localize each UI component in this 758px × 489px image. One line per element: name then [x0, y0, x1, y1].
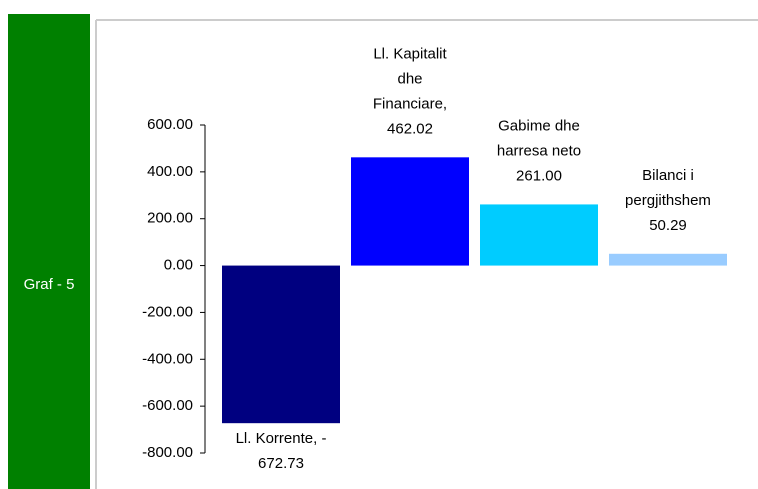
data-label: 261.00: [516, 167, 562, 184]
bar: [222, 265, 340, 424]
y-tick-label: -800.00: [142, 444, 193, 461]
bar: [480, 204, 598, 266]
bar: [609, 253, 727, 266]
y-tick-label: -200.00: [142, 303, 193, 320]
data-label: Ll. Korrente, -: [236, 430, 327, 447]
data-label: 672.73: [258, 455, 304, 472]
side-label: Graf - 5: [24, 276, 75, 293]
data-label: pergjithshem: [625, 192, 711, 209]
data-label: harresa neto: [497, 142, 581, 159]
data-label: dhe: [397, 70, 422, 87]
data-label: Financiare,: [373, 95, 447, 112]
data-label: Ll. Kapitalit: [373, 45, 447, 62]
data-label: Bilanci i: [642, 167, 694, 184]
y-tick-label: -600.00: [142, 397, 193, 414]
y-tick-label: -400.00: [142, 350, 193, 367]
data-label: 462.02: [387, 120, 433, 137]
y-tick-label: 400.00: [147, 163, 193, 180]
data-label: 50.29: [649, 217, 687, 234]
y-tick-label: 600.00: [147, 116, 193, 133]
bar: [351, 157, 469, 266]
data-label: Gabime dhe: [498, 117, 580, 134]
y-tick-label: 200.00: [147, 210, 193, 227]
side-panel: [8, 14, 90, 489]
y-tick-label: 0.00: [164, 257, 193, 274]
